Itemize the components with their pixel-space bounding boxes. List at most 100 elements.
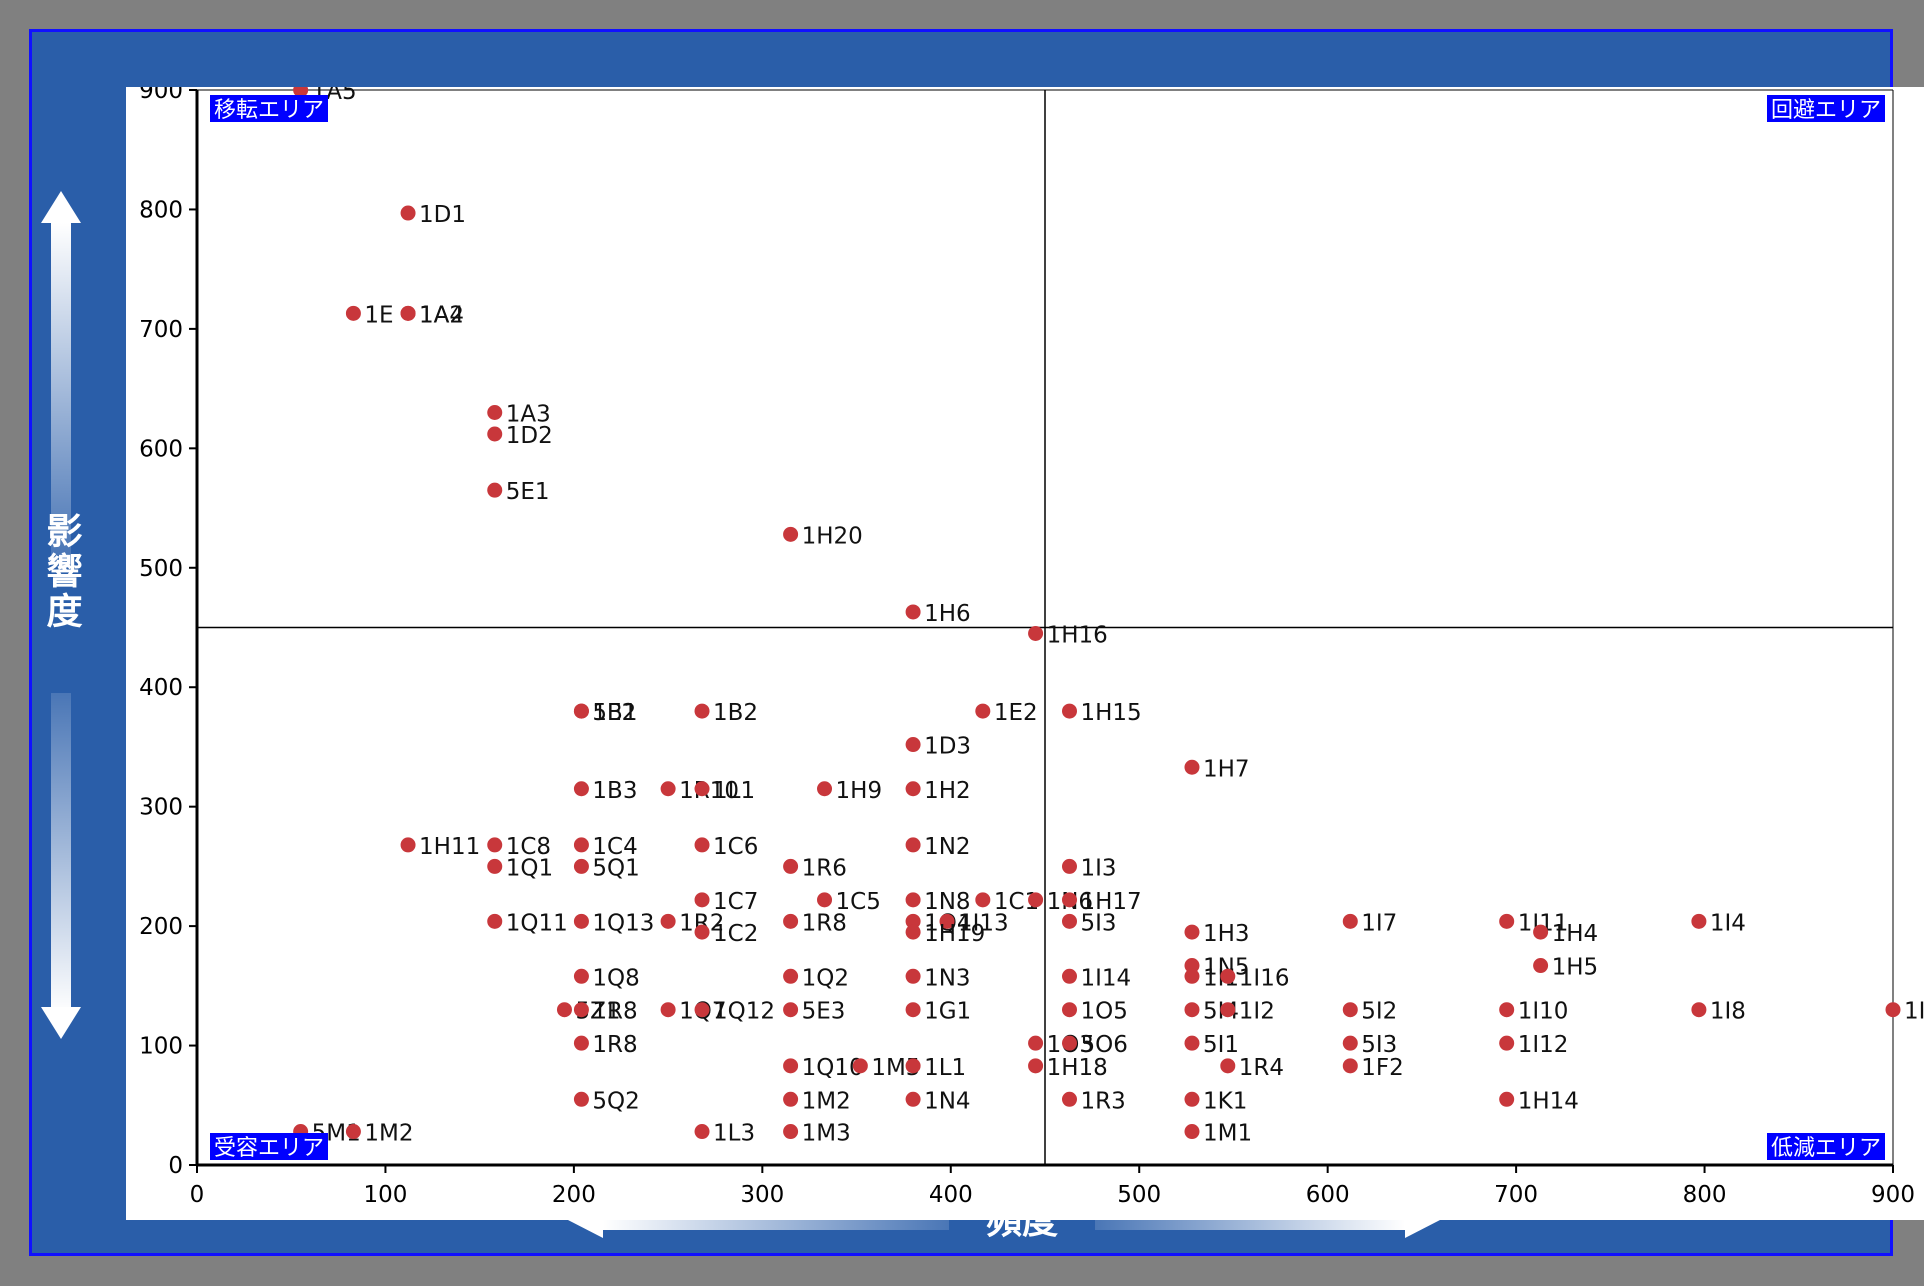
y-tick-label: 200 (139, 914, 183, 940)
data-point-label: 1I13 (958, 910, 1009, 936)
x-tick-label: 300 (740, 1182, 784, 1208)
x-tick-label: 800 (1683, 1182, 1727, 1208)
data-point (694, 703, 710, 719)
data-point (905, 1091, 921, 1107)
y-tick-label: 400 (139, 675, 183, 701)
data-point (1028, 1058, 1044, 1074)
x-tick-label: 200 (552, 1182, 596, 1208)
quadrant-label-top-left-bg (210, 95, 328, 122)
data-point (1533, 958, 1549, 974)
y-tick-label: 500 (139, 556, 183, 582)
data-point (694, 1002, 710, 1018)
data-point (1184, 958, 1200, 974)
data-point-label: 1R8 (592, 999, 637, 1025)
data-point-label: 1Q8 (592, 965, 639, 991)
data-point-label: 5E3 (802, 999, 846, 1025)
y-axis-title: 影響度 (41, 512, 83, 632)
data-point (817, 781, 833, 797)
data-point-label: 1H14 (1518, 1088, 1579, 1114)
data-point (817, 892, 833, 908)
x-tick-label: 700 (1494, 1182, 1538, 1208)
data-point-label: 1B1 (592, 700, 637, 726)
data-point-label: 1M3 (802, 1121, 851, 1147)
x-tick-label: 900 (1871, 1182, 1915, 1208)
data-point-label: 1D1 (419, 202, 466, 228)
data-point (487, 426, 503, 442)
data-point (345, 1124, 361, 1140)
data-point-label: 1H17 (1080, 889, 1141, 915)
data-point-label: 1H9 (836, 778, 883, 804)
data-point (939, 913, 955, 929)
data-point-label: 5I3 (1080, 910, 1116, 936)
quadrant-label-bottom-right: 低減エリア (1771, 1136, 1881, 1161)
data-point-label: 1I10 (1518, 999, 1569, 1025)
data-point-label: 5E2 (592, 700, 636, 726)
data-point-label: 1H15 (1080, 700, 1141, 726)
data-point (694, 892, 710, 908)
data-point (293, 87, 309, 98)
data-point-label: 1L3 (713, 1121, 755, 1147)
data-point (400, 305, 416, 321)
data-point (345, 305, 361, 321)
y-tick-label: 300 (139, 795, 183, 821)
data-point-label: 1C4 (592, 834, 637, 860)
data-point-label: 1H19 (924, 921, 985, 947)
data-point-label: 5E1 (506, 479, 550, 505)
data-point (1885, 1002, 1901, 1018)
data-point (1184, 924, 1200, 940)
chart-frame: 0 100 200 300 400 500 600 700 800 900 0 100 200 300 40… (29, 29, 1924, 1256)
data-point (1533, 924, 1549, 940)
data-point (1691, 913, 1707, 929)
data-point (905, 968, 921, 984)
data-point-label: 1Q1 (506, 855, 553, 881)
y-axis-arrow-icon (41, 191, 81, 1039)
data-point (1220, 1058, 1236, 1074)
data-point (1184, 968, 1200, 984)
data-point-label: 1Q12 (713, 999, 775, 1025)
data-point-label: 5I1 (1203, 1032, 1239, 1058)
data-point (1220, 1002, 1236, 1018)
quadrant-label-bottom-right-bg (1767, 1133, 1885, 1160)
data-point (1061, 892, 1077, 908)
data-point (1061, 1035, 1077, 1051)
data-point (694, 924, 710, 940)
data-point (905, 737, 921, 753)
data-point (905, 837, 921, 853)
data-point (1061, 968, 1077, 984)
quadrant-label-top-right-bg (1767, 95, 1885, 122)
data-point (573, 1035, 589, 1051)
y-tick-label: 100 (139, 1034, 183, 1060)
data-point-label: 1C5 (836, 889, 881, 915)
data-point (573, 858, 589, 874)
data-point (487, 858, 503, 874)
data-point-label: 1G1 (924, 999, 971, 1025)
data-point (573, 1091, 589, 1107)
data-point-label: 1C8 (506, 834, 551, 860)
data-point-label: 1H2 (924, 778, 971, 804)
data-point-label: 1D2 (506, 423, 553, 449)
data-point-label: 1C7 (713, 889, 758, 915)
data-point-label: 1N4 (924, 1088, 970, 1114)
data-point-label: 5Q1 (592, 855, 639, 881)
data-point-label: 1I4 (1710, 910, 1746, 936)
data-point-label: 1B2 (713, 700, 758, 726)
y-tick-label: 0 (168, 1153, 183, 1179)
data-point-label: 1F2 (1361, 1055, 1404, 1081)
data-point-label: 1I9 (1904, 999, 1924, 1025)
data-point-label: 1E (364, 302, 393, 328)
data-point (400, 837, 416, 853)
data-point-label: 1Q2 (802, 965, 849, 991)
data-point (1499, 1091, 1515, 1107)
data-point (573, 1002, 589, 1018)
data-point-label: 1H11 (419, 834, 480, 860)
data-point-label: 1Q11 (506, 910, 568, 936)
y-tick-label: 800 (139, 197, 183, 223)
data-point-label: 1L1 (924, 1055, 966, 1081)
data-point-label: 1K1 (1203, 1088, 1247, 1114)
data-point (1499, 1002, 1515, 1018)
data-point-label: 1H7 (1203, 756, 1250, 782)
x-axis-title: 頻度 (986, 1201, 1058, 1242)
quadrant-label-bottom-left-bg (210, 1133, 328, 1160)
data-point (905, 924, 921, 940)
data-point (905, 913, 921, 929)
